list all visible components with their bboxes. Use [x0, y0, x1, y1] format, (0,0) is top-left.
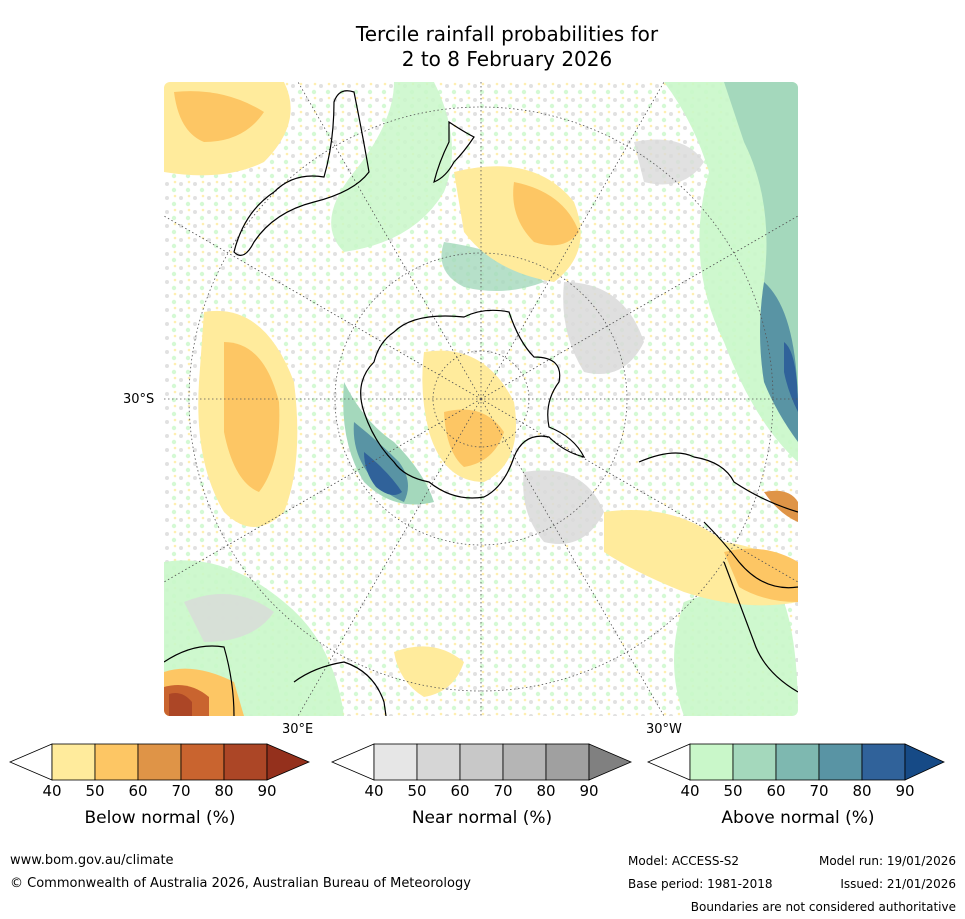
colorbar-below-min-arrow	[8, 743, 53, 781]
website-link[interactable]: www.bom.gov.au/climate	[10, 853, 174, 868]
copyright-text: © Commonwealth of Australia 2026, Austra…	[10, 876, 471, 891]
colorbar-above-tick-90: 90	[895, 782, 915, 800]
colorbar-below-swatches	[8, 743, 311, 781]
colorbar-near-max-arrow	[588, 743, 633, 781]
colorbar-above-tick-70: 70	[809, 782, 829, 800]
africa-coast	[164, 645, 387, 716]
colorbar-below-tick-80: 80	[214, 782, 234, 800]
colorbar-below-swatch-60	[137, 743, 182, 781]
colorbar-below-tick-60: 60	[128, 782, 148, 800]
probability-map	[164, 82, 798, 716]
coastlines	[164, 90, 798, 716]
colorbar-below-tick-70: 70	[171, 782, 191, 800]
colorbar-above-swatch-40	[689, 743, 734, 781]
colorbar-near-tick-80: 80	[536, 782, 556, 800]
colorbar-below-max-arrow	[266, 743, 311, 781]
colorbar-above-tick-80: 80	[852, 782, 872, 800]
colorbar-below-tick-40: 40	[42, 782, 62, 800]
colorbar-near-label: Near normal (%)	[411, 808, 553, 828]
issued-date: Issued: 21/01/2026	[840, 877, 956, 891]
disclaimer-text: Boundaries are not considered authoritat…	[690, 900, 956, 914]
chart-title-line1: Tercile rainfall probabilities for	[355, 22, 659, 46]
colorbar-near-tick-70: 70	[493, 782, 513, 800]
colorbar-above-min-arrow	[646, 743, 691, 781]
colorbar-near-tick-40: 40	[364, 782, 384, 800]
colorbar-above-swatches	[646, 743, 945, 781]
colorbar-below-label: Below normal (%)	[84, 808, 236, 828]
colorbar-above-tick-60: 60	[766, 782, 786, 800]
lon-label-30e: 30°E	[282, 722, 314, 737]
chart-title-line2: 2 to 8 February 2026	[401, 47, 613, 71]
colorbar-above-swatch-70	[818, 743, 863, 781]
colorbar-near-min-arrow	[330, 743, 375, 781]
model-name: Model: ACCESS-S2	[628, 854, 740, 868]
lon-label-30w: 30°W	[646, 722, 682, 737]
colorbar-near-swatch-60	[459, 743, 504, 781]
colorbar-near-swatch-80	[545, 743, 590, 781]
lat-label-30s: 30°S	[123, 392, 155, 407]
colorbar-above-swatch-50	[732, 743, 777, 781]
map-canvas	[164, 82, 798, 716]
colorbar-above	[646, 743, 948, 781]
colorbar-above-swatch-80	[861, 743, 906, 781]
base-period: Base period: 1981-2018	[628, 877, 773, 891]
colorbar-near-tick-90: 90	[579, 782, 599, 800]
colorbar-near-swatches	[330, 743, 633, 781]
colorbar-above-tick-50: 50	[723, 782, 743, 800]
colorbar-near-tick-60: 60	[450, 782, 470, 800]
antarctica-coast	[360, 309, 586, 499]
australia-coast	[233, 90, 370, 256]
colorbar-above-max-arrow	[904, 743, 945, 781]
colorbar-below-tick-90: 90	[257, 782, 277, 800]
colorbar-below	[8, 743, 311, 781]
colorbar-above-swatch-60	[775, 743, 820, 781]
chart-title: Tercile rainfall probabilities for 2 to …	[0, 22, 965, 72]
graticule	[164, 82, 798, 716]
near-normal-regions	[184, 139, 704, 642]
colorbar-below-swatch-50	[94, 743, 139, 781]
colorbar-below-tick-50: 50	[85, 782, 105, 800]
colorbar-near-swatch-40	[373, 743, 418, 781]
colorbar-above-tick-40: 40	[680, 782, 700, 800]
colorbar-below-swatch-40	[51, 743, 96, 781]
colorbar-near	[330, 743, 633, 781]
south-america-coast	[638, 452, 798, 693]
colorbar-near-swatch-50	[416, 743, 461, 781]
colorbar-above-label: Above normal (%)	[721, 808, 875, 828]
colorbar-near-swatch-70	[502, 743, 547, 781]
new-zealand-coast	[433, 120, 475, 184]
colorbar-below-swatch-80	[223, 743, 268, 781]
model-run-date: Model run: 19/01/2026	[818, 854, 956, 868]
colorbar-near-tick-50: 50	[407, 782, 427, 800]
colorbar-below-swatch-70	[180, 743, 225, 781]
